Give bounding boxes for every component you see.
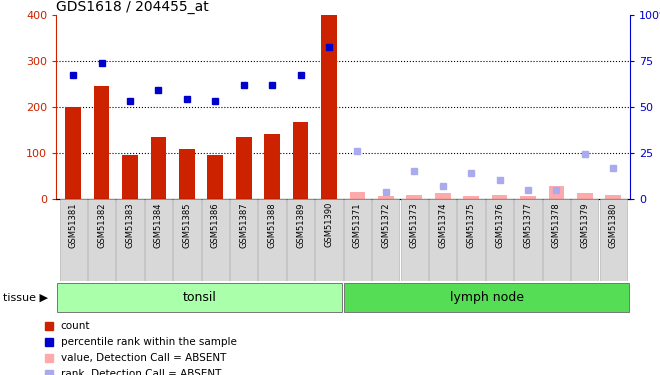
Text: count: count bbox=[61, 321, 90, 331]
Text: GSM51382: GSM51382 bbox=[97, 202, 106, 248]
Text: percentile rank within the sample: percentile rank within the sample bbox=[61, 337, 236, 347]
Text: GSM51383: GSM51383 bbox=[125, 202, 135, 248]
FancyBboxPatch shape bbox=[202, 199, 229, 281]
Bar bbox=[179, 149, 195, 199]
FancyBboxPatch shape bbox=[372, 199, 399, 281]
Text: rank, Detection Call = ABSENT: rank, Detection Call = ABSENT bbox=[61, 369, 221, 375]
Text: GSM51385: GSM51385 bbox=[182, 202, 191, 248]
Bar bbox=[321, 15, 337, 199]
FancyBboxPatch shape bbox=[287, 199, 314, 281]
Bar bbox=[65, 107, 81, 199]
FancyBboxPatch shape bbox=[259, 199, 286, 281]
Bar bbox=[605, 195, 621, 199]
Text: GSM51379: GSM51379 bbox=[580, 202, 589, 248]
Text: value, Detection Call = ABSENT: value, Detection Call = ABSENT bbox=[61, 353, 226, 363]
FancyBboxPatch shape bbox=[88, 199, 115, 281]
FancyBboxPatch shape bbox=[57, 283, 342, 312]
Text: tonsil: tonsil bbox=[183, 291, 216, 304]
Bar bbox=[435, 193, 451, 199]
Text: GSM51374: GSM51374 bbox=[438, 202, 447, 248]
Bar bbox=[293, 122, 308, 199]
Bar bbox=[207, 155, 223, 199]
Bar bbox=[548, 186, 564, 199]
FancyBboxPatch shape bbox=[401, 199, 428, 281]
Bar bbox=[122, 155, 138, 199]
Text: lymph node: lymph node bbox=[449, 291, 524, 304]
Text: GDS1618 / 204455_at: GDS1618 / 204455_at bbox=[56, 0, 209, 14]
FancyBboxPatch shape bbox=[571, 199, 599, 281]
FancyBboxPatch shape bbox=[173, 199, 201, 281]
FancyBboxPatch shape bbox=[315, 199, 343, 281]
FancyBboxPatch shape bbox=[59, 199, 87, 281]
FancyBboxPatch shape bbox=[345, 283, 629, 312]
Bar bbox=[407, 195, 422, 199]
Text: tissue ▶: tissue ▶ bbox=[3, 292, 48, 302]
FancyBboxPatch shape bbox=[230, 199, 257, 281]
FancyBboxPatch shape bbox=[514, 199, 542, 281]
Bar bbox=[577, 193, 593, 199]
Text: GSM51381: GSM51381 bbox=[69, 202, 78, 248]
Text: GSM51386: GSM51386 bbox=[211, 202, 220, 248]
Bar bbox=[264, 135, 280, 199]
Bar bbox=[463, 196, 479, 199]
Text: GSM51387: GSM51387 bbox=[239, 202, 248, 248]
FancyBboxPatch shape bbox=[145, 199, 172, 281]
Text: GSM51375: GSM51375 bbox=[467, 202, 476, 248]
Bar bbox=[378, 196, 393, 199]
Text: GSM51377: GSM51377 bbox=[523, 202, 533, 248]
Bar bbox=[236, 137, 251, 199]
FancyBboxPatch shape bbox=[599, 199, 627, 281]
Text: GSM51380: GSM51380 bbox=[609, 202, 618, 248]
Text: GSM51372: GSM51372 bbox=[381, 202, 390, 248]
Text: GSM51371: GSM51371 bbox=[353, 202, 362, 248]
FancyBboxPatch shape bbox=[344, 199, 371, 281]
Bar bbox=[492, 195, 508, 199]
Text: GSM51390: GSM51390 bbox=[325, 202, 333, 248]
FancyBboxPatch shape bbox=[429, 199, 456, 281]
FancyBboxPatch shape bbox=[486, 199, 513, 281]
FancyBboxPatch shape bbox=[116, 199, 144, 281]
Bar bbox=[520, 196, 536, 199]
Text: GSM51384: GSM51384 bbox=[154, 202, 163, 248]
Text: GSM51388: GSM51388 bbox=[268, 202, 277, 248]
Text: GSM51378: GSM51378 bbox=[552, 202, 561, 248]
FancyBboxPatch shape bbox=[543, 199, 570, 281]
Bar bbox=[94, 86, 110, 199]
Bar bbox=[150, 137, 166, 199]
Text: GSM51373: GSM51373 bbox=[410, 202, 418, 248]
Text: GSM51389: GSM51389 bbox=[296, 202, 305, 248]
Text: GSM51376: GSM51376 bbox=[495, 202, 504, 248]
FancyBboxPatch shape bbox=[457, 199, 484, 281]
Bar bbox=[350, 192, 365, 199]
